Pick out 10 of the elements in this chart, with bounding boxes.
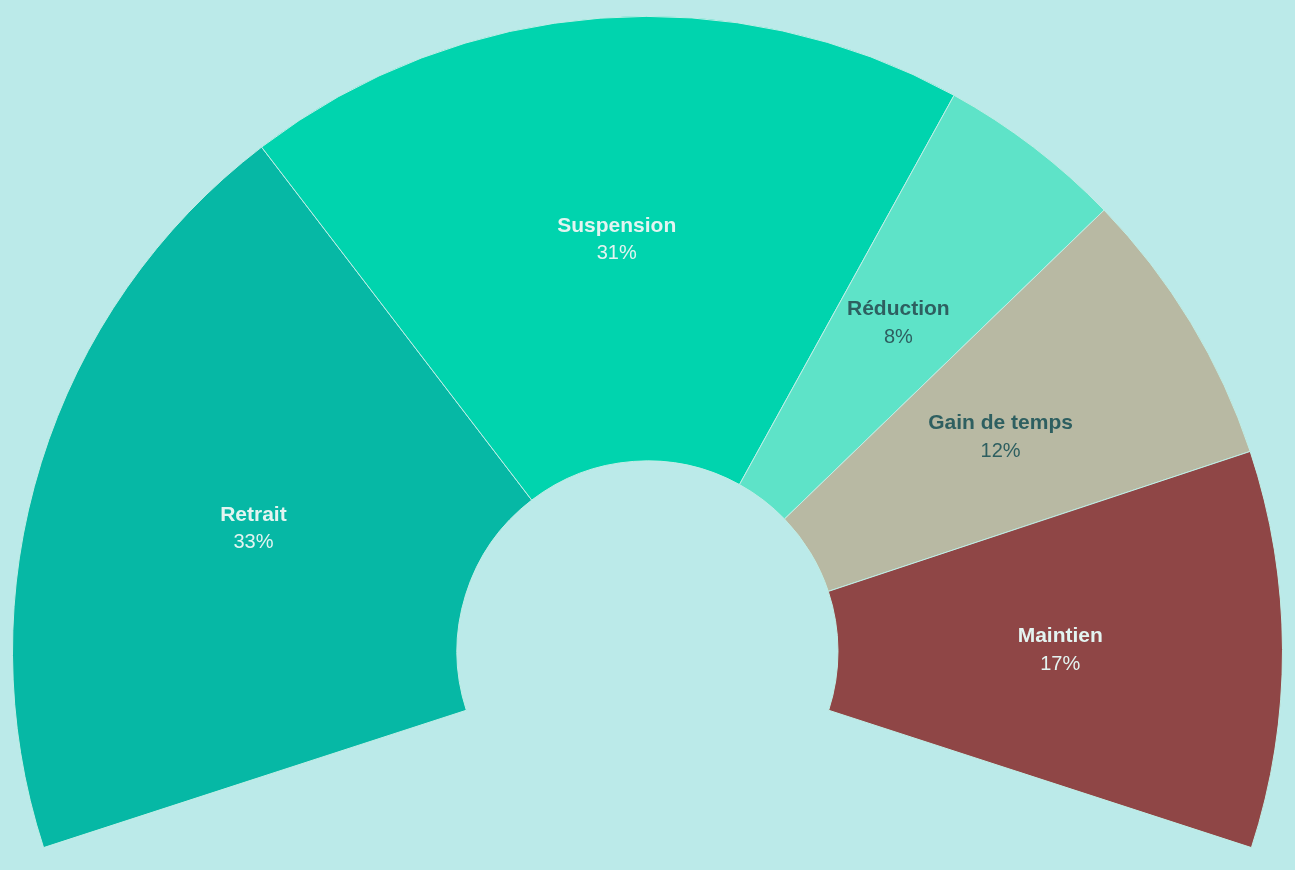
data-label: 12% [980, 439, 1021, 462]
slice-label: Réduction [847, 296, 950, 320]
data-label: 17% [1040, 651, 1081, 674]
slice-label: Suspension [557, 212, 677, 236]
slice-label: Gain de temps [928, 410, 1073, 434]
data-label: 33% [233, 530, 274, 553]
slice-label: Maintien [1017, 622, 1103, 646]
data-label: 31% [596, 241, 637, 264]
slice-label: Retrait [220, 501, 287, 525]
data-label: 8% [883, 325, 914, 348]
